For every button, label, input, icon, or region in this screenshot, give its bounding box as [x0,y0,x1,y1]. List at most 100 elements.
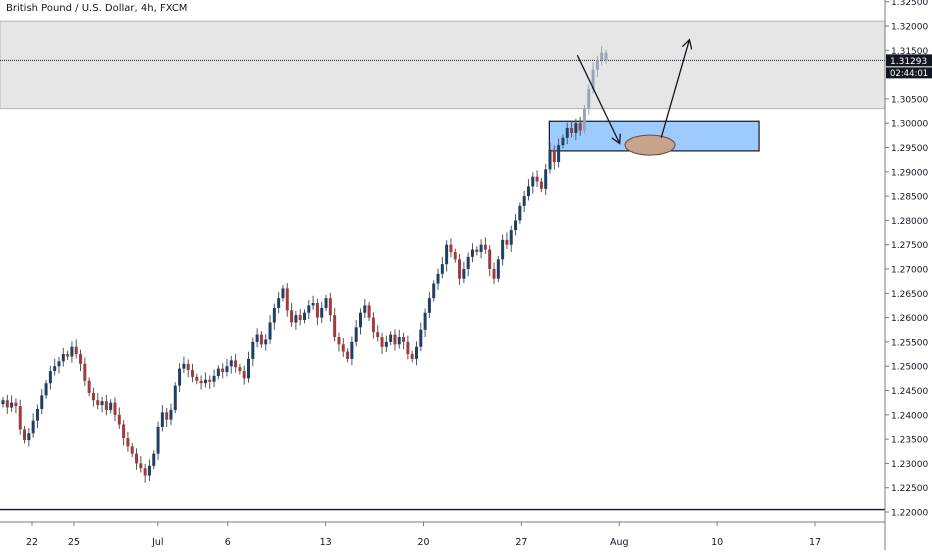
candle-body [242,371,246,379]
candle-body [277,298,281,308]
price-tick-label: 1.22000 [891,509,928,519]
candle-body [423,312,427,330]
candle-body [186,363,190,371]
candle-body [83,363,87,381]
candle-body [544,169,548,189]
candle-body [259,334,263,345]
candle-body [466,256,470,269]
candle-body [40,395,44,409]
candle-body [104,401,108,410]
countdown-badge [886,67,932,79]
forecast-arrow-up [660,41,689,138]
candle-body [315,303,319,318]
candle-body [436,273,440,284]
resistance-zone [0,20,886,110]
price-tick-label: 1.26500 [891,290,928,300]
candle-body [432,283,436,299]
candle-body [225,366,229,373]
candle-body [531,176,535,187]
time-tick-label: 10 [711,537,723,548]
candle-body [501,239,505,260]
candle-body [79,354,83,364]
countdown-label: 02:44:01 [890,69,928,79]
candle-body [238,367,242,372]
candle-body [307,305,311,313]
time-tick-label: 27 [515,537,527,548]
candle-body [458,259,462,279]
candle-body [453,251,457,260]
candle-body [389,334,393,342]
candle-body [160,412,164,427]
candle-body [367,305,371,318]
candle-body [574,123,578,133]
candle-body [570,128,574,133]
candle-body [135,453,139,464]
candle-body [600,52,604,61]
candle-body [178,368,182,386]
candle-body [552,149,556,163]
candle-body [152,453,156,466]
candle-body [406,341,410,355]
candle-body [440,264,444,274]
candle-body [23,429,27,441]
candle-body [492,269,496,279]
candle-body [66,354,70,357]
candle-body [109,402,113,410]
candle-body [548,149,552,170]
candle-body [143,468,147,476]
price-tick-label: 1.23500 [891,436,928,446]
candle-body [346,351,350,359]
candle-body [393,334,397,345]
candle-body [380,337,384,347]
candle-body [264,339,268,345]
candle-body [31,420,35,434]
candle-body [509,230,513,245]
candle-body [195,376,199,381]
candle-body [587,89,591,109]
candle-body [173,385,177,410]
price-tick-label: 1.24000 [891,411,928,421]
price-tick-label: 1.25000 [891,363,928,373]
price-tick-label: 1.29500 [891,144,928,154]
candle-body [61,354,65,362]
candle-body [147,465,151,476]
candle-body [427,298,431,313]
candle-body [526,186,530,197]
price-tick-label: 1.23000 [891,460,928,470]
candle-body [539,181,543,189]
candle-body [191,370,195,377]
price-tick-label: 1.25500 [891,338,928,348]
price-tick-label: 1.28000 [891,217,928,227]
candle-body [328,298,332,316]
candle-body [518,205,522,221]
candle-body [5,400,9,408]
candle-body [255,334,259,342]
candle-body [582,108,586,131]
time-tick-label: 22 [26,537,38,548]
candle-body [320,307,324,318]
time-tick-label: 17 [809,537,821,548]
candle-body [514,220,518,231]
candle-body [281,288,285,299]
candle-body [212,375,216,382]
candle-body [397,337,401,345]
last-price-label: 1.31293 [890,57,927,67]
candle-body [410,354,414,359]
price-tick-label: 1.32500 [891,0,928,8]
candle-body [376,332,380,338]
price-tick-label: 1.28500 [891,193,928,203]
candle-body [251,341,255,359]
candle-body [10,402,14,408]
candle-body [169,409,173,420]
candle-body [522,196,526,206]
price-tick-label: 1.24500 [891,387,928,397]
candle-body [199,380,203,384]
symbol-title: British Pound / U.S. Dollar, 4h, FXCM [6,3,188,14]
candle-body [419,329,423,347]
candle-body [229,360,233,367]
candle-body [294,315,298,323]
candle-body [449,244,453,252]
candle-body [35,408,39,421]
